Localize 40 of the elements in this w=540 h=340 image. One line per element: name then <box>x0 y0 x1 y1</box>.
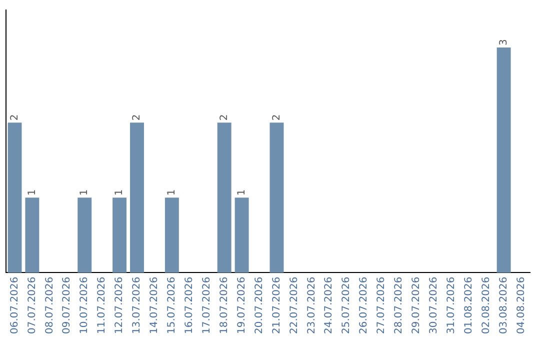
data-label: 1 <box>166 189 178 196</box>
data-label: 3 <box>498 39 510 46</box>
x-tick-label: 24.07.2026 <box>324 276 335 334</box>
x-tick-label: 01.08.2026 <box>463 276 474 334</box>
x-tick-label: 03.08.2026 <box>498 276 510 334</box>
x-tick-label: 21.07.2026 <box>271 276 282 334</box>
x-tick-label: 31.07.2026 <box>446 276 457 334</box>
x-tick-label: 23.07.2026 <box>306 276 318 334</box>
x-tick-label: 08.07.2026 <box>44 276 56 334</box>
x-tick-label: 04.08.2026 <box>516 276 527 334</box>
x-tick-label: 30.07.2026 <box>428 276 440 334</box>
x-tick-label: 06.07.2026 <box>9 276 20 334</box>
x-tick-label: 17.07.2026 <box>201 276 212 334</box>
x-tick-label: 15.07.2026 <box>166 276 178 334</box>
x-tick-label: 02.08.2026 <box>480 276 492 334</box>
x-tick-label: 13.07.2026 <box>132 276 143 334</box>
x-tick-label: 16.07.2026 <box>184 276 195 334</box>
x-tick-label: 27.07.2026 <box>376 276 388 334</box>
x-tick-label: 22.07.2026 <box>288 276 300 334</box>
x-tick-label: 09.07.2026 <box>62 276 73 334</box>
x-tick-label: 19.07.2026 <box>236 276 248 334</box>
x-tick-label: 12.07.2026 <box>114 276 126 334</box>
data-label: 1 <box>236 189 248 196</box>
x-tick-label: 11.07.2026 <box>96 276 108 334</box>
data-label: 2 <box>9 114 20 121</box>
x-tick-label: 14.07.2026 <box>149 276 160 334</box>
x-tick-label: 10.07.2026 <box>79 276 90 334</box>
x-tick-label: 20.07.2026 <box>254 276 265 334</box>
data-label: 1 <box>114 189 126 196</box>
data-label: 2 <box>218 114 230 121</box>
x-tick-label: 07.07.2026 <box>26 276 38 334</box>
x-tick-label: 29.07.2026 <box>411 276 422 334</box>
x-tick-label: 28.07.2026 <box>394 276 405 334</box>
data-label: 2 <box>132 114 143 121</box>
data-label: 1 <box>26 189 38 196</box>
data-label: 2 <box>271 114 282 121</box>
x-tick-label: 25.07.2026 <box>341 276 352 334</box>
x-tick-label: 26.07.2026 <box>358 276 370 334</box>
data-label: 1 <box>79 189 90 196</box>
x-tick-label: 18.07.2026 <box>218 276 230 334</box>
